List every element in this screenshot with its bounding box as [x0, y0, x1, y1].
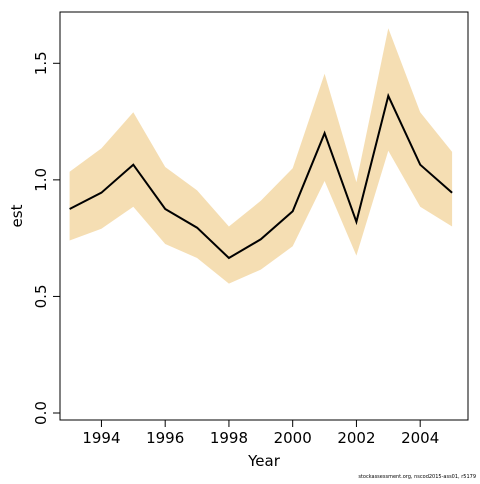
estimate-line-layer [69, 92, 453, 260]
x-tick-label: 2000 [274, 429, 312, 447]
y-tick-label: 1.5 [32, 51, 50, 75]
x-tick-label: 2002 [337, 429, 375, 447]
y-axis-title: est [8, 204, 26, 227]
y-tick-label: 0.5 [32, 285, 50, 309]
footer-attribution: stockassessment.org, nscod2015-ass01, r5… [358, 474, 476, 480]
x-tick-label: 2004 [401, 429, 439, 447]
x-tick-label: 1994 [82, 429, 120, 447]
x-axis: 1994 1996 1998 2000 2002 2004 [82, 419, 439, 447]
x-tick-label: 1998 [210, 429, 248, 447]
y-tick-label: 1.0 [32, 168, 50, 192]
x-axis-title: Year [247, 452, 281, 470]
confidence-band-layer [69, 28, 453, 284]
y-axis: 0.0 0.5 1.0 1.5 [32, 51, 61, 425]
x-tick-label: 1996 [146, 429, 184, 447]
estimate-line [69, 92, 453, 260]
confidence-band [69, 28, 453, 284]
y-tick-label: 0.0 [32, 401, 50, 425]
